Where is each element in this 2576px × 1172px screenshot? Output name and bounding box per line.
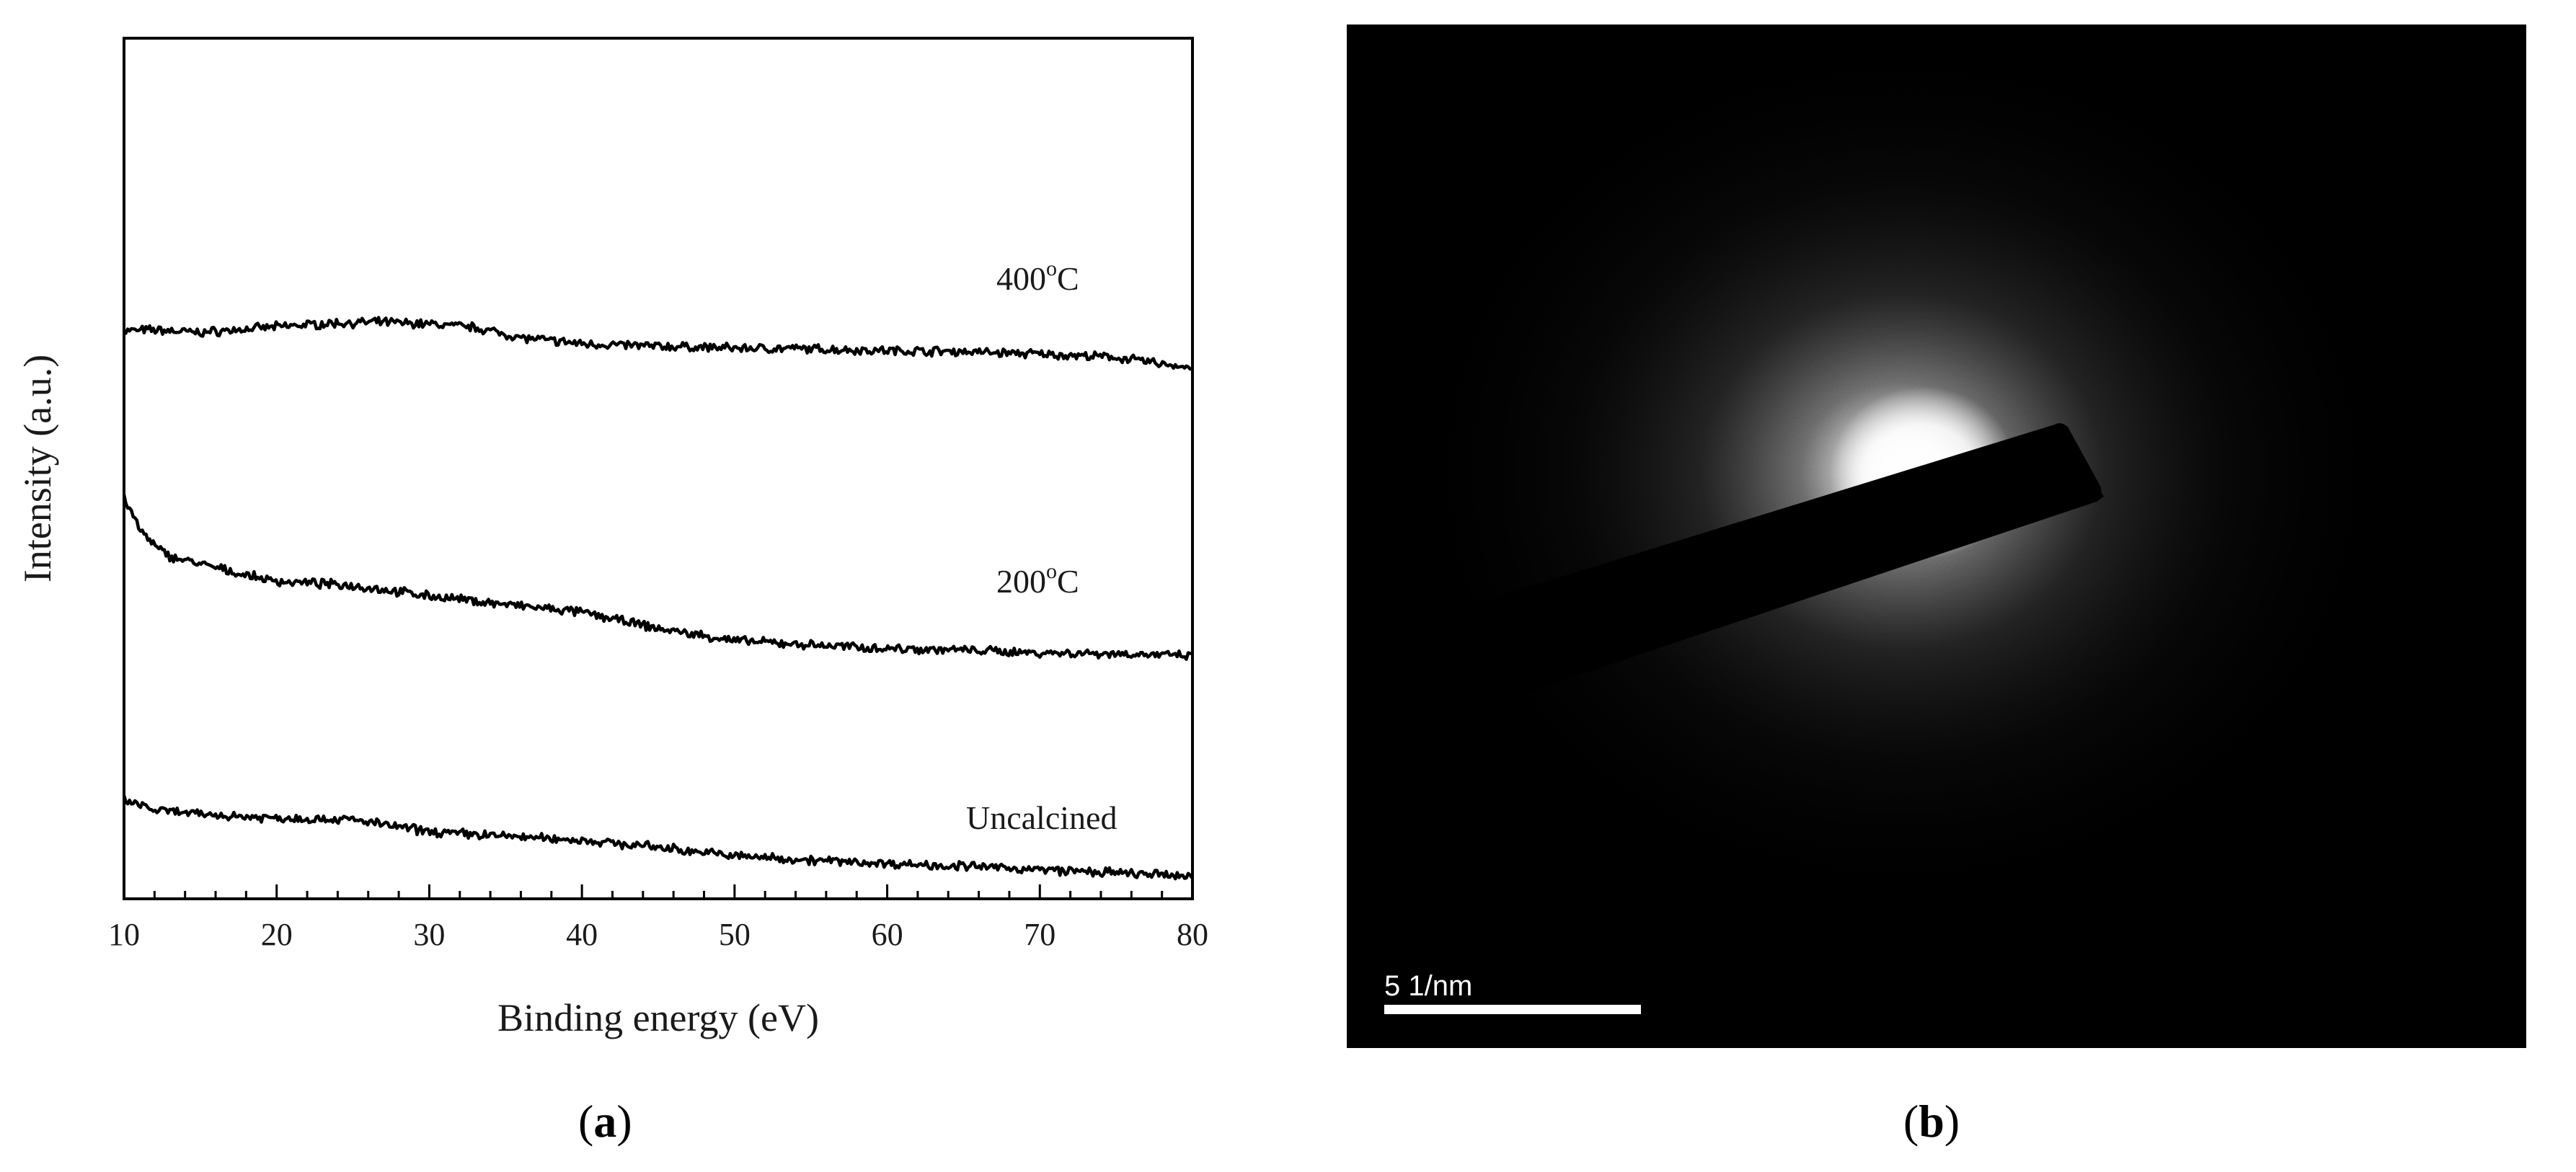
scale-bar <box>1384 1005 1641 1014</box>
series-label-2: 200oC <box>996 559 1079 600</box>
caption-b: (b) <box>1903 1096 1960 1147</box>
y-axis-label: Intensity (a.u.) <box>16 355 59 582</box>
x-axis-label: Binding energy (eV) <box>497 996 819 1039</box>
series-label-1: 400oC <box>996 257 1079 297</box>
beam-stop <box>1347 425 2104 753</box>
x-tick-label: 40 <box>566 917 598 952</box>
diffraction-pattern <box>1347 25 2526 1048</box>
series-label-3: Uncalcined <box>966 799 1117 836</box>
plot-frame <box>123 37 1194 900</box>
series-lines <box>122 316 1194 881</box>
x-tick-label: 50 <box>719 917 751 952</box>
x-tick-label: 30 <box>413 917 445 952</box>
series-labels: 400oC 200oC Uncalcined <box>966 257 1117 836</box>
x-tick-label: 70 <box>1024 917 1055 952</box>
x-tick-label: 60 <box>872 917 903 952</box>
x-axis-ticks <box>123 884 1194 899</box>
x-tick-label: 10 <box>108 917 140 952</box>
caption-a: (a) <box>578 1096 632 1147</box>
x-axis-tick-labels: 10 20 30 40 50 60 70 80 <box>108 917 1208 952</box>
saed-pattern-image: 5 1/nm <box>1347 25 2526 1048</box>
series-line-1 <box>123 316 1193 371</box>
beam-stop-tip <box>2055 423 2102 502</box>
scale-bar-label: 5 1/nm <box>1384 970 1473 1002</box>
series-line-2 <box>122 494 1192 661</box>
x-tick-label: 80 <box>1177 917 1208 952</box>
x-tick-label: 20 <box>261 917 293 952</box>
xps-valence-band-chart: 10 20 30 40 50 60 70 80 400oC 200oC Uncalcined Bi… <box>16 37 1208 1039</box>
series-line-3 <box>122 794 1194 881</box>
